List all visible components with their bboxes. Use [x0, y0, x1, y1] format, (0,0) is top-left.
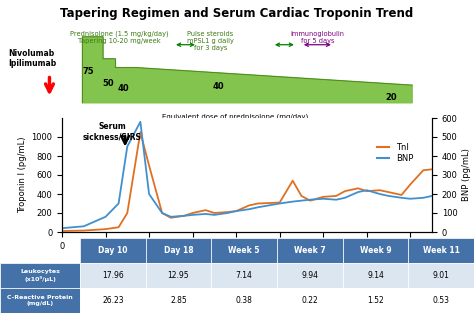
Text: Pulse steroids
mPSL1 g daily
for 3 days: Pulse steroids mPSL1 g daily for 3 days: [187, 31, 234, 51]
Bar: [80, 238, 146, 263]
Bar: [0, 263, 80, 288]
Polygon shape: [82, 37, 412, 103]
Bar: [343, 288, 408, 313]
Text: Week 7: Week 7: [294, 246, 326, 255]
Text: 40: 40: [118, 84, 129, 93]
Text: Immunoglobulin
for 5 days: Immunoglobulin for 5 days: [291, 31, 345, 44]
Text: Nivolumab
Ipilimumab: Nivolumab Ipilimumab: [8, 49, 56, 68]
Bar: [408, 263, 474, 288]
X-axis label: Days: Days: [235, 254, 259, 264]
Legend: TnI, BNP: TnI, BNP: [374, 139, 417, 166]
Bar: [408, 288, 474, 313]
Text: Week 5: Week 5: [228, 246, 260, 255]
Bar: [211, 263, 277, 288]
Bar: [80, 263, 146, 288]
Text: Prednisolone (1.5 mg/kg/day)
Tapering 10-20 mg/week: Prednisolone (1.5 mg/kg/day) Tapering 10…: [70, 31, 169, 44]
Y-axis label: BNP (pg/mL): BNP (pg/mL): [462, 149, 471, 201]
Text: 20: 20: [386, 93, 397, 102]
Bar: [0, 288, 80, 313]
Y-axis label: Troponin I (pg/mL): Troponin I (pg/mL): [18, 137, 27, 213]
Bar: [277, 238, 343, 263]
Bar: [277, 263, 343, 288]
Bar: [343, 238, 408, 263]
Text: 1.52: 1.52: [367, 296, 384, 305]
Bar: [211, 288, 277, 313]
Text: Week 11: Week 11: [423, 246, 460, 255]
Text: 0.53: 0.53: [433, 296, 450, 305]
Text: 9.01: 9.01: [433, 271, 450, 280]
Text: 0.22: 0.22: [301, 296, 318, 305]
Bar: [146, 263, 211, 288]
Bar: [146, 288, 211, 313]
Bar: [146, 238, 211, 263]
Text: 0.38: 0.38: [236, 296, 253, 305]
Text: 40: 40: [213, 83, 224, 91]
Text: 50: 50: [102, 79, 114, 88]
Text: 9.94: 9.94: [301, 271, 319, 280]
Text: Day 10: Day 10: [98, 246, 128, 255]
Bar: [211, 238, 277, 263]
Bar: [80, 238, 160, 263]
Bar: [277, 288, 343, 313]
Text: 17.96: 17.96: [102, 271, 124, 280]
Text: Week 9: Week 9: [360, 246, 392, 255]
Text: Serum
sickness/SIRS: Serum sickness/SIRS: [82, 122, 142, 141]
Bar: [343, 263, 408, 288]
Text: Tapering Regimen and Serum Cardiac Troponin Trend: Tapering Regimen and Serum Cardiac Tropo…: [60, 8, 414, 20]
Text: Day 18: Day 18: [164, 246, 193, 255]
Text: 2.85: 2.85: [170, 296, 187, 305]
Text: 75: 75: [83, 67, 94, 77]
Text: 12.95: 12.95: [168, 271, 189, 280]
Text: 26.23: 26.23: [102, 296, 124, 305]
Text: Equivalent dose of prednisolone (mg/day): Equivalent dose of prednisolone (mg/day): [162, 113, 308, 120]
Bar: [408, 238, 474, 263]
Text: Leukocytes
(x10⁹/μL): Leukocytes (x10⁹/μL): [20, 270, 60, 282]
Bar: [80, 288, 146, 313]
Text: 7.14: 7.14: [236, 271, 253, 280]
Text: 9.14: 9.14: [367, 271, 384, 280]
Text: C-Reactive Protein
(mg/dL): C-Reactive Protein (mg/dL): [7, 295, 73, 306]
